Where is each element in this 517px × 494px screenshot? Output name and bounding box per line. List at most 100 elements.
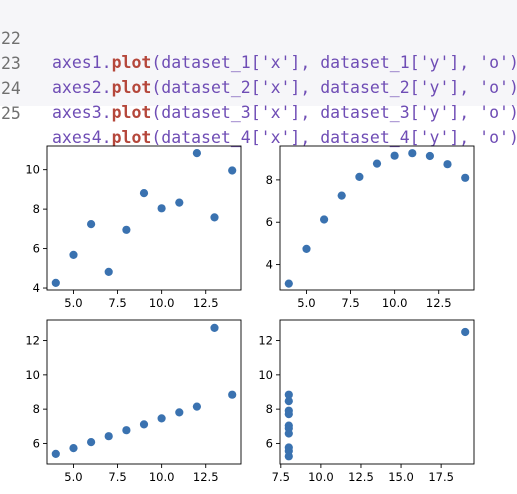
data-point <box>302 244 311 253</box>
data-point <box>192 402 201 411</box>
code-object: axes4 <box>52 128 102 147</box>
data-point <box>284 279 293 288</box>
y-tick-label: 8 <box>33 402 40 416</box>
code-function: plot <box>111 128 152 147</box>
y-tick-label: 8 <box>266 173 273 187</box>
data-point <box>284 446 293 456</box>
subplot-2: 5.0 7.5 10.0 12.5 4 6 8 <box>266 145 475 310</box>
line-number: 23 <box>1 54 21 73</box>
data-point <box>139 189 149 198</box>
axes-frame <box>46 319 242 465</box>
data-point <box>192 149 201 158</box>
data-point <box>104 432 113 441</box>
data-point <box>372 159 382 168</box>
y-tick-label: 10 <box>25 368 40 382</box>
line-number: 24 <box>1 79 21 98</box>
code-args: (dataset_1['x'], dataset_1['y'], 'o') <box>151 53 517 72</box>
subplot-4: 7.5 10.0 12.5 15.0 17.5 6 8 10 12 <box>258 319 475 484</box>
code-function: plot <box>111 78 152 97</box>
y-tick-label: 6 <box>266 215 273 229</box>
x-tick-label: 12.5 <box>193 470 219 484</box>
data-point <box>210 213 219 222</box>
data-point <box>443 160 452 169</box>
code-cell: 22 axes1.plot(dataset_1['x'], dataset_1[… <box>0 0 517 147</box>
code-object: axes2 <box>52 78 102 97</box>
x-tick-label: 12.5 <box>193 296 219 310</box>
data-point <box>284 424 293 433</box>
code-line: 25 axes4.plot(dataset_4['x'], dataset_4[… <box>0 78 517 147</box>
code-line: 24 axes3.plot(dataset_3['x'], dataset_3[… <box>0 53 517 122</box>
data-point <box>228 166 237 175</box>
code-args: (dataset_3['x'], dataset_3['y'], 'o') <box>151 103 517 122</box>
code-source: axes4.plot(dataset_4['x'], dataset_4['y'… <box>52 128 517 147</box>
code-args: (dataset_2['x'], dataset_2['y'], 'o') <box>151 78 517 97</box>
x-tick-label: 10.0 <box>149 296 175 310</box>
data-point <box>175 408 184 417</box>
data-point <box>390 151 399 160</box>
data-point <box>337 191 346 200</box>
x-tick-label: 15.0 <box>388 470 414 484</box>
data-point <box>284 406 293 415</box>
data-point <box>122 426 131 435</box>
data-point <box>320 215 329 224</box>
data-point <box>355 172 364 181</box>
y-tick-label: 10 <box>25 163 40 177</box>
data-point <box>461 173 470 182</box>
data-point <box>51 278 60 287</box>
y-tick-label: 4 <box>33 281 40 295</box>
subplot-1: 5.0 7.5 10.0 12.5 4 6 8 10 <box>25 145 242 310</box>
y-tick-label: 12 <box>25 334 40 348</box>
y-tick-label: 6 <box>33 242 40 256</box>
axes-frame <box>279 319 475 465</box>
data-point <box>87 220 96 229</box>
code-object: axes1 <box>52 53 102 72</box>
code-function: plot <box>111 53 152 72</box>
data-point <box>69 250 78 259</box>
data-point <box>157 204 166 213</box>
data-point <box>51 449 60 458</box>
x-tick-label: 17.5 <box>428 470 454 484</box>
x-tick-label: 12.5 <box>426 296 452 310</box>
y-tick-label: 8 <box>266 402 273 416</box>
x-tick-label: 7.5 <box>341 296 359 310</box>
x-tick-label: 12.5 <box>348 470 374 484</box>
data-point <box>157 414 166 423</box>
code-line: 23 axes2.plot(dataset_2['x'], dataset_2[… <box>0 28 517 97</box>
code-line: 22 axes1.plot(dataset_1['x'], dataset_1[… <box>0 3 517 72</box>
axes-frame <box>279 145 475 291</box>
data-point <box>461 327 470 337</box>
axes-frame <box>46 145 242 291</box>
data-point <box>210 323 219 332</box>
x-tick-label: 5.0 <box>64 470 82 484</box>
code-source: axes3.plot(dataset_3['x'], dataset_3['y'… <box>52 103 517 122</box>
data-point <box>408 149 417 158</box>
code-function: plot <box>111 103 152 122</box>
x-tick-label: 7.5 <box>108 296 126 310</box>
x-tick-label: 7.5 <box>108 470 126 484</box>
x-tick-label: 5.0 <box>297 296 315 310</box>
x-tick-label: 10.0 <box>308 470 334 484</box>
y-tick-label: 10 <box>258 368 273 382</box>
x-tick-label: 7.5 <box>272 470 290 484</box>
data-point <box>425 151 434 161</box>
data-point <box>122 225 131 234</box>
code-source: axes2.plot(dataset_2['x'], dataset_2['y'… <box>52 78 517 97</box>
y-tick-label: 8 <box>33 202 40 216</box>
data-point <box>69 444 78 453</box>
data-point <box>228 390 237 399</box>
y-tick-label: 6 <box>266 436 273 450</box>
y-tick-label: 12 <box>258 334 273 348</box>
data-point <box>284 390 293 399</box>
subplot-3: 5.0 7.5 10.0 12.5 6 8 10 12 <box>25 319 242 484</box>
data-point <box>175 198 184 207</box>
line-number: 22 <box>1 29 21 48</box>
data-point <box>139 420 149 429</box>
y-tick-label: 4 <box>266 258 273 272</box>
data-point <box>284 397 293 406</box>
x-tick-label: 10.0 <box>149 470 175 484</box>
y-tick-label: 6 <box>33 436 40 450</box>
code-source: axes1.plot(dataset_1['x'], dataset_1['y'… <box>52 53 517 72</box>
code-object: axes3 <box>52 103 102 122</box>
x-tick-label: 10.0 <box>382 296 408 310</box>
